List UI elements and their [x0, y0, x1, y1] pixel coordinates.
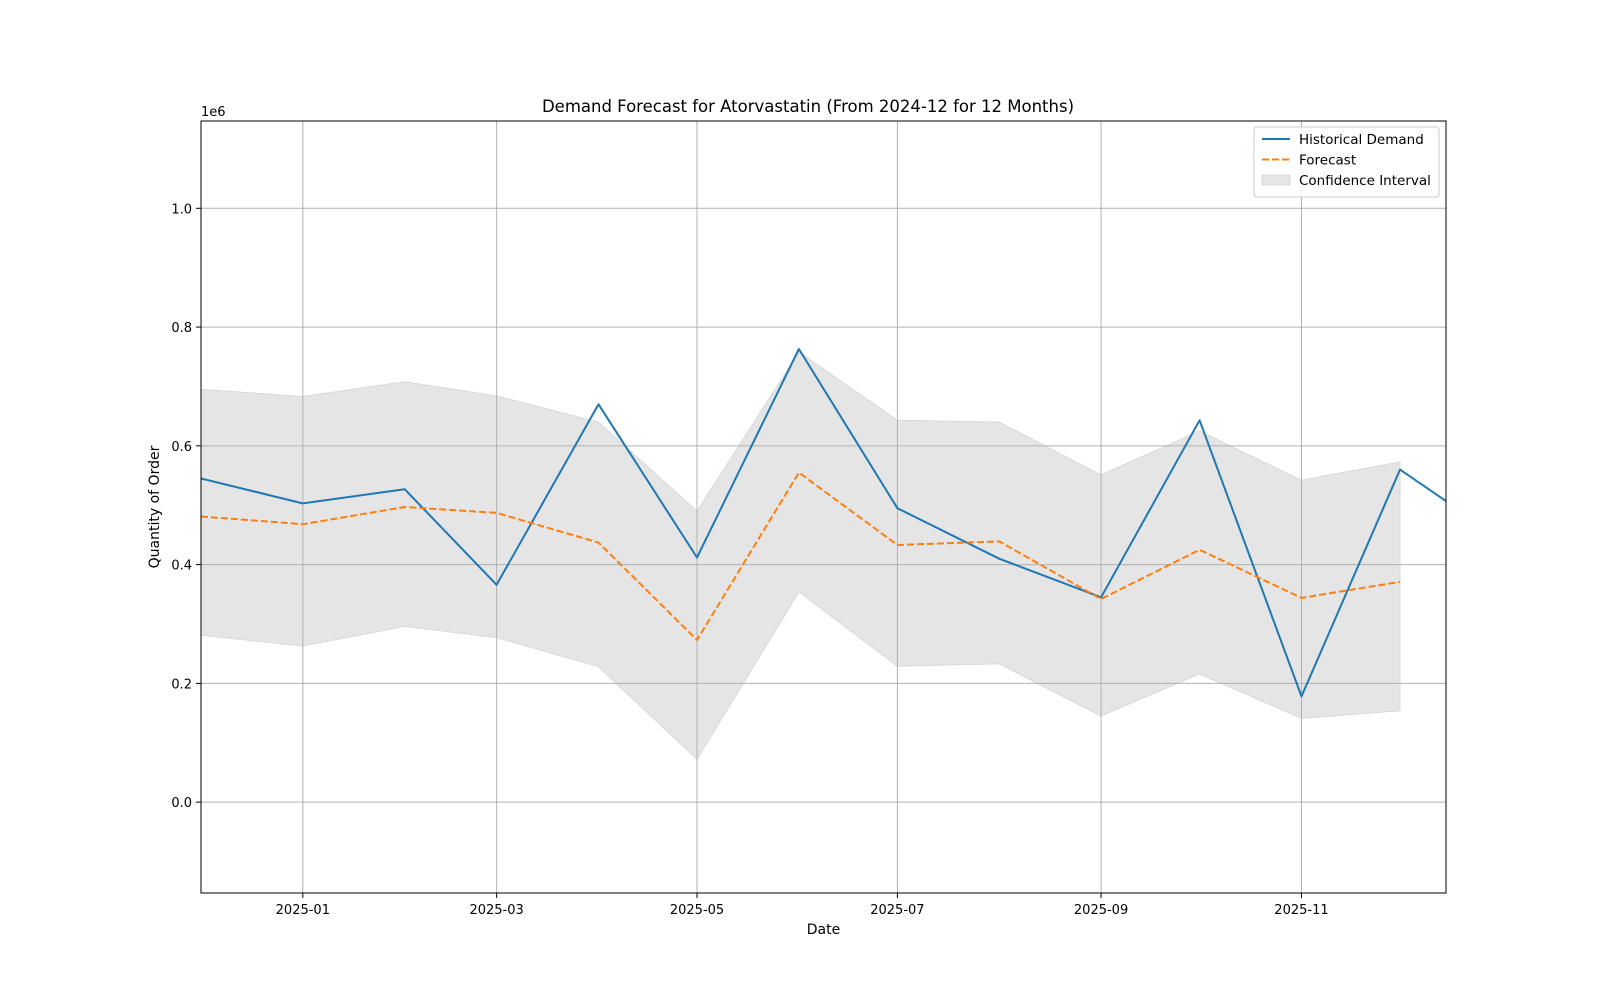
- legend-entry: Confidence Interval: [1299, 173, 1431, 189]
- legend-entry: Historical Demand: [1299, 132, 1424, 148]
- y-tick-label: 0.0: [171, 796, 192, 811]
- confidence-interval-band: [201, 351, 1401, 761]
- x-tick-label: 2025-07: [870, 903, 924, 918]
- y-tick-label: 0.4: [171, 559, 192, 574]
- y-tick-label: 0.8: [171, 321, 192, 336]
- legend: Historical Demand Forecast Confidence Inte…: [1253, 126, 1440, 198]
- y-offset-label: 1e6: [201, 105, 226, 120]
- legend-swatch: [1261, 174, 1291, 186]
- x-axis-label: Date: [807, 922, 840, 938]
- x-tick-label: 2025-03: [469, 903, 523, 918]
- x-tick-label: 2025-01: [276, 903, 330, 918]
- x-tick-label: 2025-05: [670, 903, 724, 918]
- plot-frame: [200, 120, 1447, 894]
- x-tick-label: 2025-09: [1074, 903, 1128, 918]
- chart-title: Demand Forecast for Atorvastatin (From 2…: [542, 97, 1074, 116]
- y-axis-label: Quantity of Order: [147, 445, 163, 568]
- y-tick-label: 0.2: [171, 677, 192, 692]
- y-tick-label: 1.0: [171, 202, 192, 217]
- series-line-forecast: [201, 471, 1401, 641]
- legend-frame: [1253, 126, 1440, 198]
- legend-entry: Forecast: [1299, 153, 1356, 169]
- y-tick-label: 0.6: [171, 440, 192, 455]
- series-line-historical-demand: [201, 348, 1446, 698]
- x-tick-label: 2025-11: [1274, 903, 1328, 918]
